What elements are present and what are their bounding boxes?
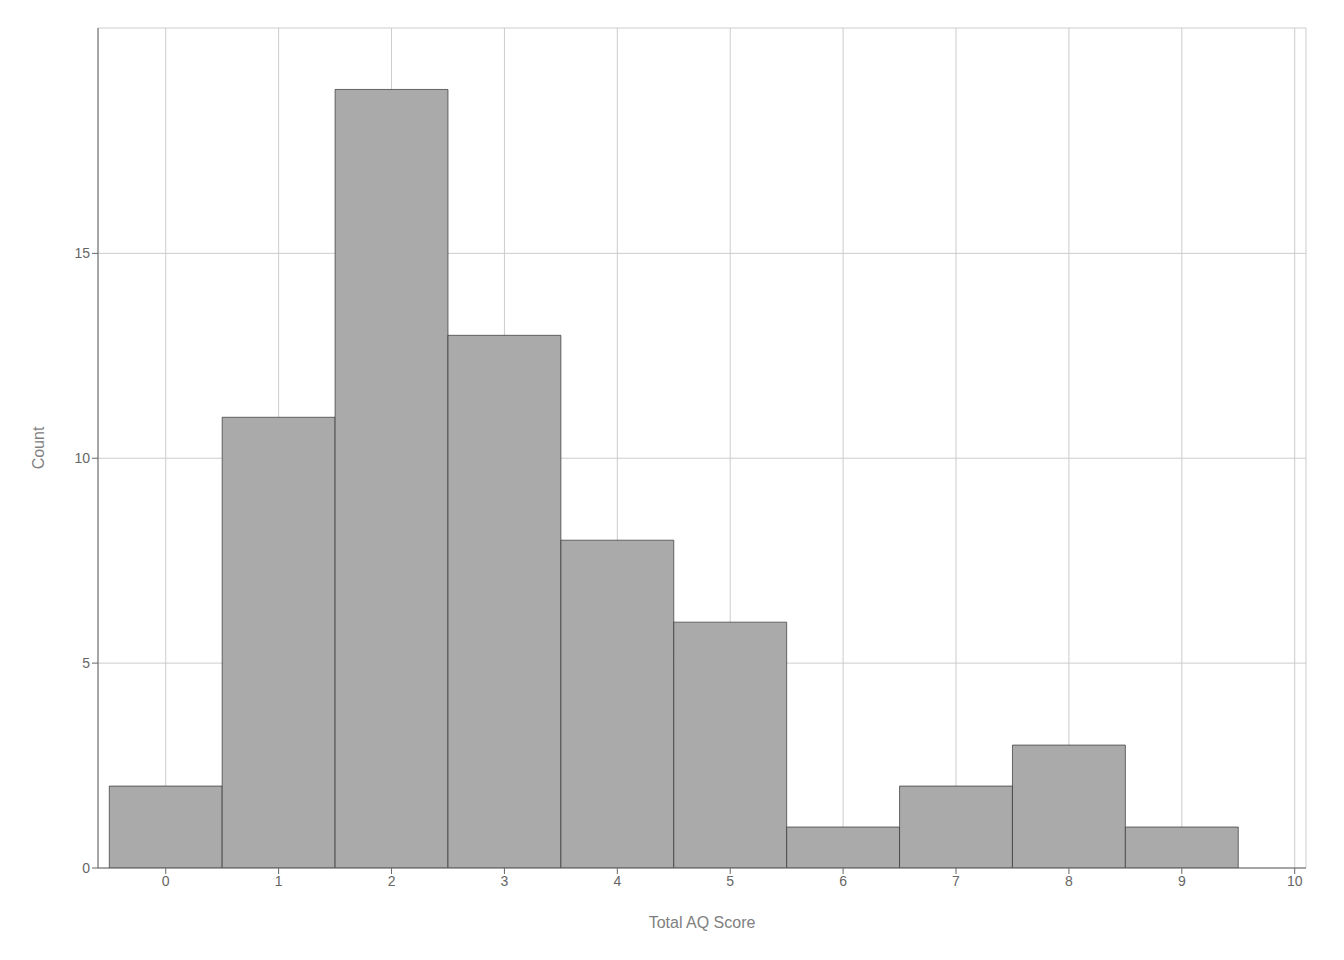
svg-text:Count: Count (30, 426, 47, 469)
svg-text:0: 0 (162, 873, 170, 889)
svg-text:5: 5 (726, 873, 734, 889)
svg-text:7: 7 (952, 873, 960, 889)
svg-text:8: 8 (1065, 873, 1073, 889)
svg-text:2: 2 (388, 873, 396, 889)
svg-text:15: 15 (74, 245, 90, 261)
svg-text:Total AQ Score: Total AQ Score (649, 914, 756, 931)
svg-text:10: 10 (1287, 873, 1303, 889)
svg-text:6: 6 (839, 873, 847, 889)
svg-text:3: 3 (501, 873, 509, 889)
svg-text:5: 5 (82, 655, 90, 671)
svg-text:9: 9 (1178, 873, 1186, 889)
svg-text:4: 4 (613, 873, 621, 889)
svg-text:10: 10 (74, 450, 90, 466)
svg-text:0: 0 (82, 860, 90, 876)
svg-text:1: 1 (275, 873, 283, 889)
